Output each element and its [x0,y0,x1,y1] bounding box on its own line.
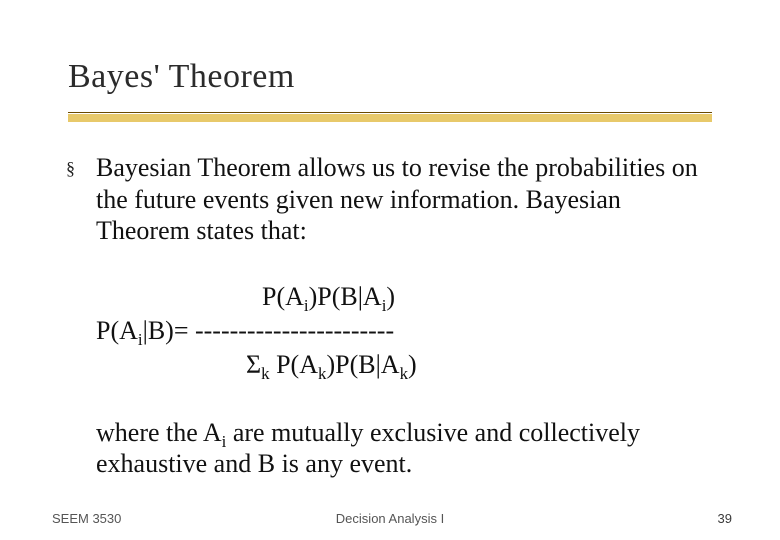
slide: Bayes' Theorem § Bayesian Theorem allows… [0,0,780,540]
num-p2: )P(B|A [309,282,382,311]
den-p2: )P(B|A [326,350,399,379]
note-text: where the Ai are mutually exclusive and … [96,418,740,479]
lhs-p1: P(A [96,316,138,345]
sum-sub: k [261,364,269,383]
den-p1: P(A [270,350,318,379]
lhs-p2: |B)= [143,316,195,345]
note-p1: where the A [96,418,222,447]
den-p3: ) [408,350,417,379]
formula-middle: P(Ai|B)= ----------------------- [96,314,417,348]
footer-center: Decision Analysis I [0,511,780,526]
formula-denominator: Σk P(Ak)P(B|Ak) [96,348,417,382]
num-p3: ) [386,282,395,311]
title-wrap: Bayes' Theorem [68,58,295,96]
body-text: Bayesian Theorem allows us to revise the… [96,152,720,247]
formula-numerator: P(Ai)P(B|Ai) [96,280,417,314]
title-underline [68,112,712,124]
slide-title: Bayes' Theorem [68,58,295,96]
bayes-formula: P(Ai)P(B|Ai) P(Ai|B)= ------------------… [96,280,417,381]
page-number: 39 [718,511,732,526]
bullet-icon: § [66,158,76,168]
underline-thinline [68,112,712,113]
den-sub2: k [400,364,408,383]
dashes: ----------------------- [195,316,394,345]
sum-symbol: Σ [246,350,261,379]
underline-bar [68,114,712,122]
num-p1: P(A [262,282,304,311]
